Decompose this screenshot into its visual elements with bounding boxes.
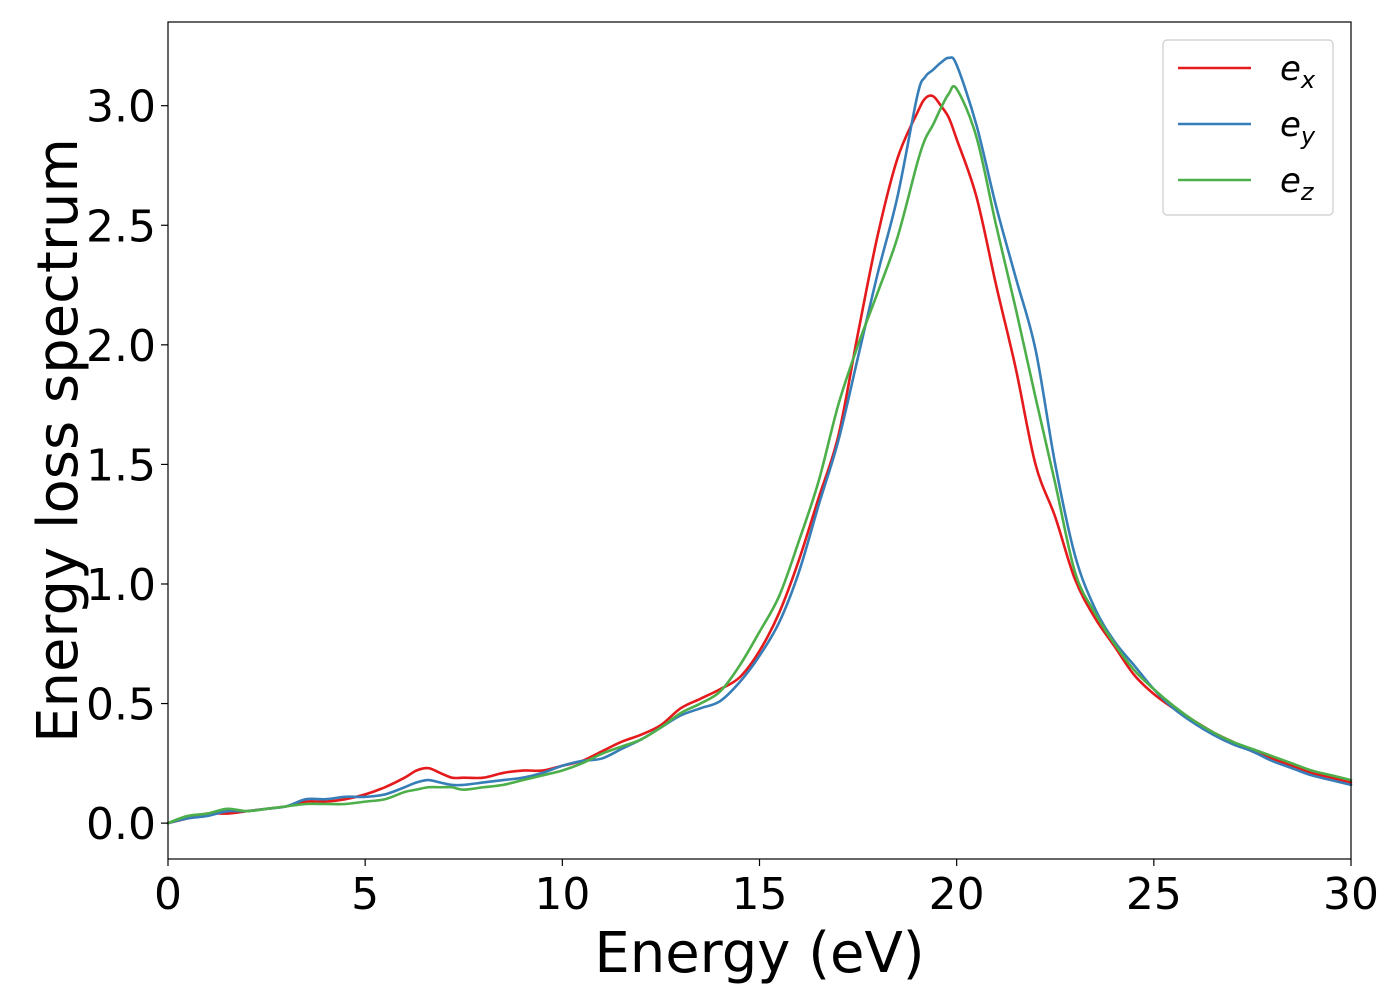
series-layer bbox=[166, 56, 1353, 825]
y-tick-label: 1.0 bbox=[86, 560, 156, 611]
y-tick-label: 2.5 bbox=[86, 201, 156, 252]
x-tick-label: 0 bbox=[154, 869, 182, 920]
legend-label-y: ey bbox=[1280, 105, 1316, 150]
x-tick-label: 5 bbox=[351, 869, 379, 920]
x-axis: 0 5 10 15 20 25 30 bbox=[154, 859, 1379, 920]
y-axis-title: Energy loss spectrum bbox=[26, 138, 91, 743]
series-line-x bbox=[166, 94, 1353, 825]
x-tick-label: 10 bbox=[534, 869, 590, 920]
y-tick-label: 3.0 bbox=[86, 82, 156, 133]
x-tick-label: 15 bbox=[732, 869, 788, 920]
legend-label-x: ex bbox=[1280, 49, 1316, 94]
y-axis: 0.0 0.5 1.0 1.5 2.0 2.5 3.0 bbox=[86, 82, 168, 850]
y-tick-label: 2.0 bbox=[86, 321, 156, 372]
legend-box bbox=[1162, 39, 1334, 216]
y-tick-label: 0.5 bbox=[86, 680, 156, 731]
x-tick-label: 30 bbox=[1323, 869, 1379, 920]
y-tick-label: 1.5 bbox=[86, 440, 156, 491]
legend: ex ey ez bbox=[1162, 39, 1334, 216]
x-tick-label: 25 bbox=[1126, 869, 1182, 920]
series-line-y bbox=[166, 56, 1353, 825]
legend-label-z: ez bbox=[1280, 161, 1315, 206]
x-tick-label: 20 bbox=[929, 869, 985, 920]
x-axis-title: Energy (eV) bbox=[594, 921, 924, 986]
series-line-z bbox=[166, 84, 1353, 825]
y-tick-label: 0.0 bbox=[86, 799, 156, 850]
